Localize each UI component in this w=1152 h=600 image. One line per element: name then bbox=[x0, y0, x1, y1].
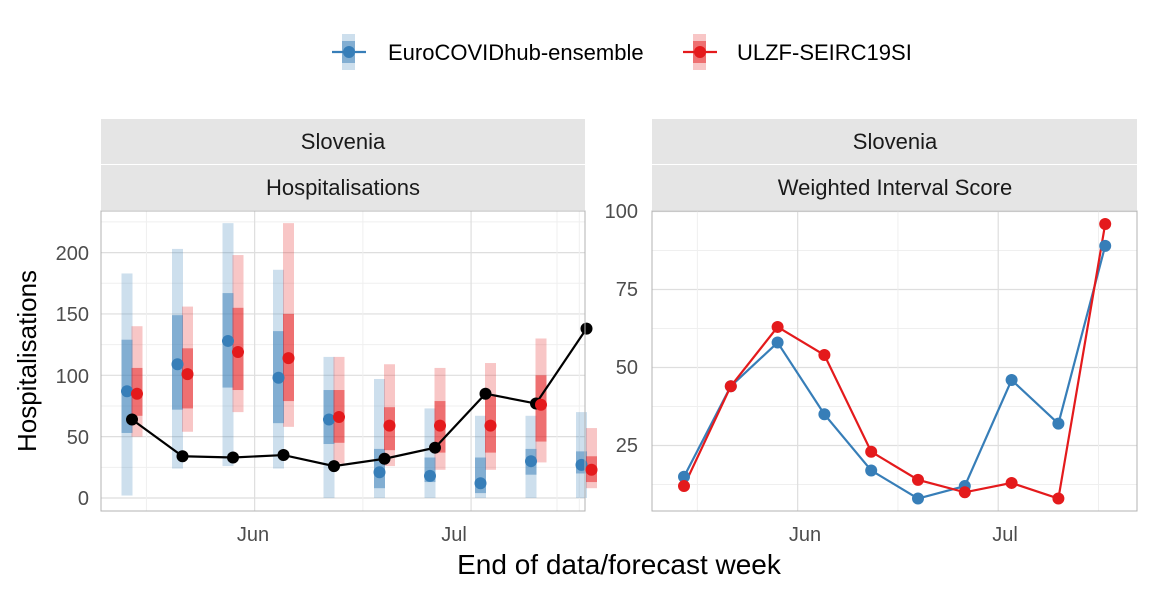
interval-inner-ensemble bbox=[424, 457, 436, 483]
hosp-ytick-100: 100 bbox=[56, 366, 89, 388]
wis-ytick-75: 75 bbox=[616, 279, 638, 301]
legend-item-ulzf: ULZF-SEIRC19SI bbox=[683, 34, 912, 70]
median-point-ulzf bbox=[434, 419, 446, 432]
strip-bottom-wis bbox=[652, 165, 1137, 210]
panel-hospitalisations: Slovenia Hospitalisations 0 50 100 150 2… bbox=[12, 119, 598, 546]
median-point-ulzf bbox=[585, 463, 598, 476]
wis-point-ulzf bbox=[771, 320, 784, 333]
median-point-ulzf bbox=[333, 411, 345, 424]
median-point-ulzf bbox=[232, 345, 244, 358]
interval-inner-ensemble bbox=[475, 457, 486, 494]
median-point-ensemble bbox=[525, 455, 537, 468]
strip-top-hosp-label: Slovenia bbox=[301, 129, 386, 154]
observed-point bbox=[277, 449, 290, 462]
observed-point bbox=[328, 460, 340, 473]
wis-point-ulzf bbox=[678, 480, 690, 493]
median-point-ensemble bbox=[121, 385, 133, 398]
observed-point bbox=[227, 451, 239, 464]
wis-line-ulzf bbox=[683, 223, 1107, 500]
observed-point bbox=[176, 450, 189, 463]
wis-point-ensemble bbox=[1005, 373, 1018, 386]
wis-point-ulzf bbox=[818, 349, 831, 362]
legend-item-ensemble: EuroCOVIDhub-ensemble bbox=[332, 34, 644, 70]
median-point-ulzf bbox=[282, 352, 295, 365]
median-point-ensemble bbox=[222, 334, 234, 347]
wis-point-ensemble bbox=[912, 492, 924, 505]
legend: EuroCOVIDhub-ensemble ULZF-SEIRC19SI bbox=[332, 34, 912, 70]
hosp-ytick-50: 50 bbox=[67, 427, 89, 449]
wis-ytick-100: 100 bbox=[605, 201, 638, 223]
wis-points bbox=[678, 217, 1112, 505]
wis-point-ulzf bbox=[912, 473, 924, 486]
median-point-ulzf bbox=[131, 387, 143, 400]
strip-bottom-hosp-label: Hospitalisations bbox=[266, 175, 420, 200]
wis-ytick-50: 50 bbox=[616, 357, 638, 379]
hosp-xtick-jul: Jul bbox=[441, 524, 467, 546]
hosp-xtick-jun: Jun bbox=[237, 524, 269, 546]
median-point-ulzf bbox=[535, 398, 547, 411]
wis-point-ensemble bbox=[818, 408, 831, 421]
median-point-ensemble bbox=[424, 469, 436, 482]
strip-bottom-hosp bbox=[101, 165, 585, 210]
hosp-ytick-200: 200 bbox=[56, 243, 89, 265]
observed-point bbox=[429, 441, 441, 454]
observed-line bbox=[131, 328, 588, 468]
interval-outer-ensemble bbox=[374, 378, 385, 498]
median-point-ensemble bbox=[272, 371, 285, 384]
interval-outer-ensemble bbox=[424, 408, 436, 498]
wis-point-ensemble bbox=[678, 470, 690, 483]
hosp-ylabel: Hospitalisations bbox=[12, 270, 42, 452]
observed-point bbox=[378, 452, 391, 465]
wis-point-ulzf bbox=[958, 486, 971, 499]
wis-point-ensemble bbox=[1099, 239, 1112, 252]
wis-point-ulzf bbox=[1099, 217, 1112, 230]
wis-point-ulzf bbox=[1005, 476, 1018, 489]
median-point-ensemble bbox=[474, 477, 487, 490]
median-point-ensemble bbox=[323, 413, 335, 426]
observed-point bbox=[580, 322, 593, 335]
wis-point-ulzf bbox=[865, 445, 878, 458]
strip-top-wis-label: Slovenia bbox=[853, 129, 938, 154]
observed-point bbox=[126, 413, 138, 426]
wis-point-ulzf bbox=[1052, 492, 1065, 505]
panel-wis: Slovenia Weighted Interval Score 25 50 7… bbox=[605, 119, 1138, 546]
median-point-ulzf bbox=[484, 419, 497, 432]
x-axis-label: End of data/forecast week bbox=[457, 549, 782, 580]
wis-line-ensemble bbox=[683, 245, 1107, 500]
observed-point bbox=[479, 387, 492, 400]
legend-key-ulzf-point bbox=[694, 46, 706, 58]
wis-panel-border bbox=[651, 210, 1138, 512]
hosp-observed bbox=[126, 322, 593, 473]
wis-point-ulzf bbox=[724, 380, 737, 393]
hosp-medians bbox=[121, 334, 598, 490]
strip-top-wis bbox=[652, 119, 1137, 164]
hosp-panel-border bbox=[100, 210, 586, 512]
legend-key-ensemble-point bbox=[343, 46, 355, 58]
wis-ytick-25: 25 bbox=[616, 435, 638, 457]
strip-top-hosp bbox=[101, 119, 585, 164]
legend-label-ulzf: ULZF-SEIRC19SI bbox=[737, 40, 912, 65]
median-point-ulzf bbox=[181, 368, 194, 381]
median-point-ensemble bbox=[373, 466, 386, 479]
wis-point-ensemble bbox=[771, 336, 784, 349]
median-point-ulzf bbox=[383, 419, 396, 432]
median-point-ensemble bbox=[171, 358, 184, 371]
legend-label-ensemble: EuroCOVIDhub-ensemble bbox=[388, 40, 644, 65]
wis-xtick-jun: Jun bbox=[789, 524, 821, 546]
wis-xtick-jul: Jul bbox=[992, 524, 1018, 546]
strip-bottom-wis-label: Weighted Interval Score bbox=[778, 175, 1012, 200]
interval-outer-ensemble bbox=[475, 415, 486, 498]
wis-point-ensemble bbox=[1052, 417, 1065, 430]
hosp-ytick-150: 150 bbox=[56, 304, 89, 326]
wis-point-ensemble bbox=[865, 464, 878, 477]
wis-lines bbox=[683, 223, 1107, 500]
hosp-ytick-0: 0 bbox=[78, 488, 89, 510]
